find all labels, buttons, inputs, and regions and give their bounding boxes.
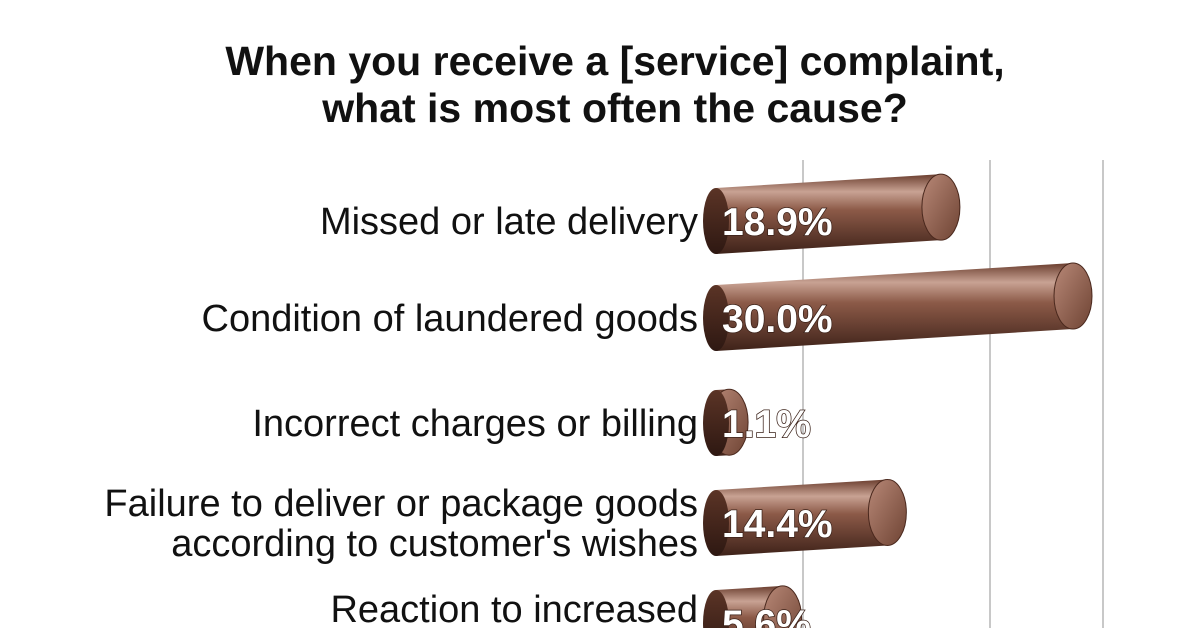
bar-base <box>703 188 729 254</box>
bar-end-cap <box>1053 262 1093 330</box>
value-label: 5.6% <box>722 603 811 628</box>
bar-body <box>716 479 903 556</box>
chart-title: When you receive a [service] complaint, … <box>0 38 1200 132</box>
bar-1: 30.0% <box>703 262 1093 351</box>
category-label: Incorrect charges or billing <box>252 403 698 445</box>
bar-end-cap <box>763 585 803 628</box>
chart-title-line-2: what is most often the cause? <box>322 85 908 131</box>
bar-base <box>703 390 729 456</box>
bars: 18.9% 30.0% 1.1% 14.4% 5.6% <box>703 173 1093 628</box>
value-label: 30.0% <box>722 298 833 341</box>
bar-base <box>703 285 729 351</box>
value-label: 1.1% <box>722 403 811 446</box>
category-label: Missed or late delivery <box>320 201 698 243</box>
category-labels: Missed or late delivery Condition of laun… <box>104 201 698 628</box>
value-label: 18.9% <box>722 201 833 244</box>
bar-4: 5.6% <box>703 585 812 628</box>
bar-3: 14.4% <box>703 478 907 556</box>
bar-end-cap <box>921 173 961 241</box>
bar-2: 1.1% <box>703 388 812 456</box>
bar-base <box>703 590 729 628</box>
bar-body <box>716 263 1088 351</box>
category-label: Failure to deliver or package goods <box>104 483 698 525</box>
category-label: according to customer's wishes <box>171 523 698 565</box>
chart-title-line-1: When you receive a [service] complaint, <box>225 38 1005 84</box>
category-label: Condition of laundered goods <box>202 298 699 340</box>
bar-end-cap <box>867 478 907 546</box>
value-label: 14.4% <box>722 503 833 546</box>
category-label: Reaction to increased <box>330 589 698 628</box>
bar-0: 18.9% <box>703 173 961 254</box>
bar-base <box>703 490 729 556</box>
bar-body <box>716 174 956 254</box>
